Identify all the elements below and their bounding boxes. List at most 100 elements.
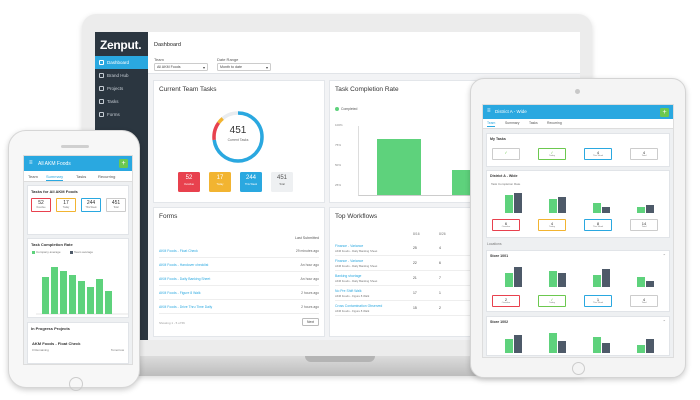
tablet-title[interactable]: District A - Wide bbox=[495, 109, 527, 114]
sidebar-item-tasks[interactable]: Tasks bbox=[95, 95, 148, 108]
chevron-up-icon[interactable]: ⌃ bbox=[662, 253, 666, 258]
my-tasks-card: My Tasks ✓ ✓ Today 4 This Week 4 Total bbox=[486, 133, 670, 167]
task-stat[interactable]: 4 This Week bbox=[584, 148, 612, 160]
team-select[interactable]: All AKM Foods ▾ bbox=[154, 63, 208, 71]
check-icon: ✓ bbox=[504, 149, 508, 155]
tab-summary[interactable]: Summary bbox=[46, 174, 64, 181]
workflow-count: 15 bbox=[413, 306, 417, 310]
card-title: Task Completion Rate bbox=[31, 242, 73, 247]
this-week-stat[interactable]: 244 This Week bbox=[240, 172, 262, 192]
tab-team[interactable]: Team bbox=[28, 174, 38, 179]
this-week-stat[interactable]: 244 This Week bbox=[81, 198, 101, 212]
store-card[interactable]: Store 1002 ⌃ bbox=[486, 316, 670, 356]
form-name-link[interactable]: AKM Foods - Handover checklist bbox=[159, 263, 209, 267]
workflow-source: AKM Foods - Daily Banking Sheet bbox=[335, 249, 378, 253]
total-stat[interactable]: 14 Total bbox=[630, 219, 658, 231]
district-bar-chart bbox=[505, 193, 654, 213]
stat-value: 4 bbox=[550, 220, 554, 226]
stat-label: This Week bbox=[592, 225, 604, 228]
workflow-title[interactable]: Finance - Variance bbox=[335, 259, 364, 263]
sidebar-item-brand-hub[interactable]: Brand Hub bbox=[95, 69, 148, 82]
phone-completion-chart bbox=[36, 267, 128, 315]
form-row[interactable]: AKM Foods - Handover checklist An hour a… bbox=[159, 258, 319, 272]
stat-value: 52 bbox=[38, 200, 44, 206]
store-card[interactable]: Store 1001 ⌃ 2 Overdue ✓ Today 1 This We… bbox=[486, 250, 670, 312]
check-icon: ✓ bbox=[550, 296, 554, 302]
workflow-row[interactable]: Cross Contamination Observed AKM Foods -… bbox=[335, 301, 571, 316]
tab-summary[interactable]: Summary bbox=[505, 121, 520, 125]
workflow-row[interactable]: Finance - Variance AKM Foods - Daily Ban… bbox=[335, 241, 571, 256]
tab-tasks[interactable]: Tasks bbox=[529, 121, 538, 125]
workflow-source: AKM Foods - Figure 8 Walk bbox=[335, 294, 370, 298]
tablet-home-button bbox=[572, 362, 585, 375]
tab-recurring[interactable]: Recurring bbox=[98, 174, 116, 179]
workflow-title[interactable]: Finance - Variance bbox=[335, 244, 364, 248]
stat-label: Today bbox=[549, 154, 555, 157]
forms-icon bbox=[99, 112, 104, 117]
total-stat[interactable]: 451 Total bbox=[271, 172, 293, 192]
today-stat[interactable]: 17 Today bbox=[56, 198, 76, 212]
store-bar-chart bbox=[505, 333, 654, 353]
workflow-title[interactable]: Cross Contamination Observed bbox=[335, 304, 383, 308]
sidebar-item-forms[interactable]: Forms bbox=[95, 108, 148, 121]
form-name-link[interactable]: AKM Foods - Float Check bbox=[159, 249, 198, 253]
next-page-button[interactable]: Next bbox=[302, 318, 319, 326]
task-stat[interactable]: 4 Total bbox=[630, 148, 658, 160]
form-row[interactable]: AKM Foods - Drive Thru Time Daily 2 hour… bbox=[159, 300, 319, 314]
form-name-link[interactable]: AKM Foods - Figure 8 Walk bbox=[159, 291, 201, 295]
y-tick: 25% bbox=[335, 183, 342, 187]
legend-swatch bbox=[32, 251, 35, 254]
workflow-row[interactable]: Banking shortage AKM Foods - Daily Banki… bbox=[335, 271, 571, 286]
phone-title[interactable]: All AKM Foods bbox=[38, 161, 71, 167]
project-name[interactable]: AKM Foods - Float Check bbox=[32, 341, 81, 346]
y-tick: 50% bbox=[335, 163, 342, 167]
task-stat[interactable]: ✓ bbox=[492, 148, 520, 160]
in-progress-card: In Progress Projects AKM Foods - Float C… bbox=[27, 322, 129, 364]
today-stat[interactable]: 4 Today bbox=[538, 219, 566, 231]
stat-value: 451 bbox=[111, 200, 121, 206]
card-subtitle: Task Completion Rate bbox=[491, 182, 521, 186]
this-week-stat[interactable]: 8 This Week bbox=[584, 219, 612, 231]
menu-icon[interactable]: ≡ bbox=[487, 108, 491, 114]
task-stat[interactable]: ✓ Today bbox=[538, 148, 566, 160]
sidebar-item-label: Forms bbox=[107, 112, 120, 117]
this-week-stat[interactable]: 1 This Week bbox=[584, 295, 612, 307]
overdue-stat[interactable]: 52 Overdue bbox=[178, 172, 200, 192]
workflow-count: 4 bbox=[439, 246, 441, 250]
stat-label: Overdue bbox=[501, 301, 511, 304]
workflow-title[interactable]: Banking shortage bbox=[335, 274, 362, 278]
today-stat[interactable]: ✓ Today bbox=[538, 295, 566, 307]
form-row[interactable]: AKM Foods - Float Check 29 minutes ago bbox=[159, 244, 319, 258]
tab-team[interactable]: Team bbox=[487, 121, 496, 127]
form-name-link[interactable]: AKM Foods - Daily Banking Sheet bbox=[159, 277, 211, 281]
form-row[interactable]: AKM Foods - Figure 8 Walk 2 hours ago bbox=[159, 286, 319, 300]
form-name-link[interactable]: AKM Foods - Drive Thru Time Daily bbox=[159, 305, 213, 309]
card-title: Task Completion Rate bbox=[335, 86, 399, 93]
menu-icon[interactable]: ≡ bbox=[29, 160, 33, 166]
chevron-up-icon[interactable]: ⌃ bbox=[662, 319, 666, 324]
date-range-select[interactable]: Month to date ▾ bbox=[217, 63, 271, 71]
y-tick: 75% bbox=[335, 143, 342, 147]
stat-value: 4 bbox=[642, 149, 646, 155]
completion-card: Task Completion Rate Company average Tea… bbox=[27, 238, 129, 318]
stat-value: 1 bbox=[596, 296, 600, 302]
dashboard-icon bbox=[99, 60, 104, 65]
total-stat[interactable]: 451 Total bbox=[106, 198, 126, 212]
add-button[interactable]: + bbox=[660, 108, 669, 117]
overdue-stat[interactable]: 2 Overdue bbox=[492, 295, 520, 307]
form-row[interactable]: AKM Foods - Daily Banking Sheet An hour … bbox=[159, 272, 319, 286]
add-button[interactable]: + bbox=[119, 159, 128, 168]
workflow-row[interactable]: No Pre Shift Walk AKM Foods - Figure 8 W… bbox=[335, 286, 571, 301]
overdue-stat[interactable]: 52 Overdue bbox=[31, 198, 51, 212]
total-stat[interactable]: 4 Total bbox=[630, 295, 658, 307]
workflow-title[interactable]: No Pre Shift Walk bbox=[335, 289, 362, 293]
sidebar-item-projects[interactable]: Projects bbox=[95, 82, 148, 95]
workflow-row[interactable]: Finance - Variance AKM Foods - Daily Ban… bbox=[335, 256, 571, 271]
overdue-stat[interactable]: 6 Overdue bbox=[492, 219, 520, 231]
stat-value: 244 bbox=[245, 175, 256, 181]
sidebar-item-dashboard[interactable]: Dashboard bbox=[95, 56, 148, 69]
tab-tasks[interactable]: Tasks bbox=[76, 174, 87, 179]
tab-recurring[interactable]: Recurring bbox=[547, 121, 562, 125]
stat-label: Total bbox=[641, 301, 647, 304]
today-stat[interactable]: 17 Today bbox=[209, 172, 231, 192]
